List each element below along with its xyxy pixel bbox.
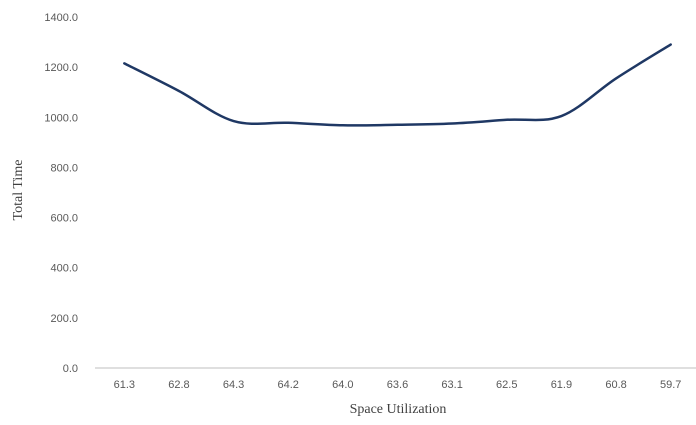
x-tick-label: 59.7	[660, 379, 681, 391]
y-tick-label: 600.0	[50, 213, 78, 225]
y-tick-label: 800.0	[50, 162, 78, 174]
y-tick-label: 0.0	[63, 363, 78, 375]
x-axis-title: Space Utilization	[350, 402, 447, 417]
y-tick-label: 200.0	[50, 313, 78, 325]
data-points	[124, 44, 671, 125]
x-axis-ticks: 61.3 62.8 64.3 64.2 64.0 63.6 63.1 62.5 61.9 60.8…	[114, 379, 682, 391]
x-tick-label: 64.0	[332, 379, 353, 391]
x-tick-label: 64.3	[223, 379, 244, 391]
x-tick-label: 60.8	[605, 379, 626, 391]
x-tick-label: 62.5	[496, 379, 517, 391]
y-tick-label: 1000.0	[44, 112, 78, 124]
x-tick-label: 61.3	[114, 379, 135, 391]
series-line	[123, 43, 672, 127]
x-tick-label: 64.2	[278, 379, 299, 391]
y-axis-ticks: 0.0 200.0 400.0 600.0 800.0 1000.0 1200.0 1400.…	[44, 12, 78, 375]
y-tick-label: 1400.0	[44, 12, 78, 24]
y-tick-label: 400.0	[50, 263, 78, 275]
y-axis-title: Total Time	[11, 160, 26, 221]
x-tick-label: 62.8	[168, 379, 189, 391]
x-tick-label: 63.6	[387, 379, 408, 391]
x-tick-label: 63.1	[441, 379, 462, 391]
x-tick-label: 61.9	[551, 379, 572, 391]
y-tick-label: 1200.0	[44, 62, 78, 74]
